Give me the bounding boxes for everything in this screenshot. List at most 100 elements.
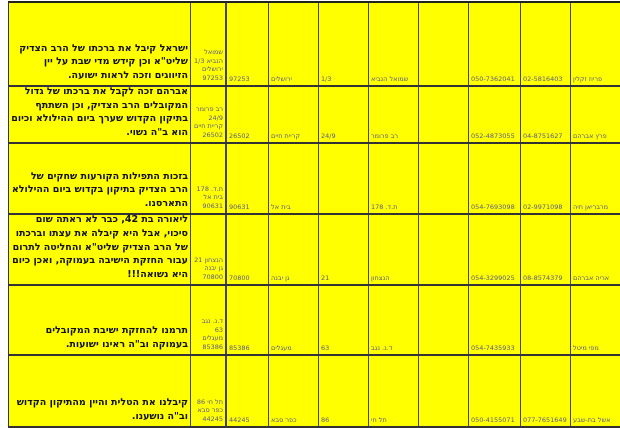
city-cell-text: קריית חיים: [271, 131, 300, 140]
phone-cell-text: 02-9971098: [523, 202, 563, 211]
empty-cell[interactable]: [419, 87, 469, 142]
street-cell-text: הנצחון: [371, 273, 390, 282]
name-cell-text: מפי מיטל: [573, 343, 599, 352]
zip-cell-text: 90631: [229, 202, 250, 211]
spreadsheet-table: ישראל קיבל את ברכתו של הרב הצדיק שליט"א …: [8, 1, 620, 428]
full-address-cell[interactable]: רב פרומר 24/9 קריית חיים 26502: [191, 87, 227, 142]
full-address-cell[interactable]: שמואל הנביא 1/3 ירושלים 97253: [191, 3, 227, 85]
phone-cell[interactable]: 077-7651649: [521, 356, 571, 426]
comment-cell[interactable]: ליאורה בת 42, כבר לא ראתה שום סיכוי, אבל…: [9, 215, 191, 284]
street-cell[interactable]: שמואל הנביא: [369, 3, 419, 85]
house-number-cell[interactable]: 63: [319, 286, 369, 354]
zip-cell[interactable]: 97253: [227, 3, 269, 85]
phone-cell-text: 02-5816403: [523, 74, 563, 83]
house-number-cell[interactable]: [319, 144, 369, 213]
city-cell-text: מעגלים: [271, 343, 292, 352]
full-address-cell-text: רב פרומר 24/9 קריית חיים 26502: [194, 104, 223, 140]
city-cell[interactable]: ירושלים: [269, 3, 319, 85]
phone-cell[interactable]: 02-5816403: [521, 3, 571, 85]
name-cell-text: פריוז זקלין: [573, 74, 603, 83]
mobile-cell[interactable]: 052-4873055: [469, 87, 521, 142]
full-address-cell-text: הנצחון 21 גן יבנה 70800: [194, 255, 223, 282]
street-cell[interactable]: ד.נ. נגב: [369, 286, 419, 354]
city-cell-text: בית אל: [271, 202, 291, 211]
mobile-cell[interactable]: 050-7362041: [469, 3, 521, 85]
empty-cell[interactable]: [419, 356, 469, 426]
phone-cell[interactable]: 04-8751627: [521, 87, 571, 142]
comment-cell-text: קיבלנו את הטלית והיין מהתיקון הקדוש וב"ה…: [16, 397, 188, 423]
city-cell-text: ירושלים: [271, 74, 292, 83]
zip-cell[interactable]: 90631: [227, 144, 269, 213]
house-number-cell[interactable]: 24/9: [319, 87, 369, 142]
mobile-cell[interactable]: 054-7435933: [469, 286, 521, 354]
phone-cell-text: 077-7651649: [523, 415, 567, 424]
comment-cell-text: תרמנו להחזקת ישיבת המקובלים בעמוקה וב"ה …: [45, 325, 188, 351]
full-address-cell[interactable]: ד.נ. נגב 63 מעגלים 85386: [191, 286, 227, 354]
street-cell[interactable]: ת.ד. 178: [369, 144, 419, 213]
name-cell[interactable]: פריוז זקלין: [571, 3, 620, 85]
street-cell[interactable]: רב פרומר: [369, 87, 419, 142]
table-row: אברהם זכה לקבל את ברכתו של גדול המקובלים…: [9, 87, 620, 144]
mobile-cell[interactable]: 050-4155071: [469, 356, 521, 426]
full-address-cell-text: ת.ד. 178 בית אל 90631: [196, 184, 223, 211]
name-cell[interactable]: מרבריאן חיה: [571, 144, 620, 213]
city-cell[interactable]: קריית חיים: [269, 87, 319, 142]
full-address-cell[interactable]: הנצחון 21 גן יבנה 70800: [191, 215, 227, 284]
full-address-cell[interactable]: תל חי 86 כפר סבא 44245: [191, 356, 227, 426]
comment-cell[interactable]: קיבלנו את הטלית והיין מהתיקון הקדוש וב"ה…: [9, 356, 191, 426]
city-cell-text: כפר סבא: [271, 415, 297, 424]
street-cell[interactable]: הנצחון: [369, 215, 419, 284]
mobile-cell-text: 050-4155071: [471, 415, 515, 424]
name-cell[interactable]: מפי מיטל: [571, 286, 620, 354]
street-cell-text: ת.ד. 178: [371, 202, 398, 211]
city-cell[interactable]: גן יבנה: [269, 215, 319, 284]
full-address-cell-text: תל חי 86 כפר סבא 44245: [196, 397, 223, 424]
phone-cell[interactable]: [521, 286, 571, 354]
table-row: תרמנו להחזקת ישיבת המקובלים בעמוקה וב"ה …: [9, 286, 620, 356]
zip-cell[interactable]: 44245: [227, 356, 269, 426]
mobile-cell[interactable]: 054-3299025: [469, 215, 521, 284]
comment-cell[interactable]: אברהם זכה לקבל את ברכתו של גדול המקובלים…: [9, 87, 191, 142]
name-cell-text: אשל בת-שבע: [573, 415, 611, 424]
full-address-cell[interactable]: ת.ד. 178 בית אל 90631: [191, 144, 227, 213]
name-cell[interactable]: אריה אברהם: [571, 215, 620, 284]
comment-cell[interactable]: ישראל קיבל את ברכתו של הרב הצדיק שליט"א …: [9, 3, 191, 85]
house-number-cell[interactable]: 86: [319, 356, 369, 426]
street-cell[interactable]: תל חי: [369, 356, 419, 426]
zip-cell-text: 97253: [229, 74, 250, 83]
phone-cell-text: 04-8751627: [523, 131, 563, 140]
city-cell[interactable]: כפר סבא: [269, 356, 319, 426]
empty-cell[interactable]: [419, 286, 469, 354]
city-cell[interactable]: בית אל: [269, 144, 319, 213]
zip-cell-text: 44245: [229, 415, 250, 424]
table-row: ישראל קיבל את ברכתו של הרב הצדיק שליט"א …: [9, 3, 620, 87]
name-cell-text: אריה אברהם: [573, 273, 610, 282]
table-row: בזכות התפילות הקורעות שחקים של הרב הצדיק…: [9, 144, 620, 215]
city-cell[interactable]: מעגלים: [269, 286, 319, 354]
empty-cell[interactable]: [419, 144, 469, 213]
name-cell[interactable]: אשל בת-שבע: [571, 356, 620, 426]
street-cell-text: תל חי: [371, 415, 387, 424]
comment-cell[interactable]: תרמנו להחזקת ישיבת המקובלים בעמוקה וב"ה …: [9, 286, 191, 354]
comment-cell-text: בזכות התפילות הקורעות שחקים של הרב הצדיק…: [11, 170, 188, 210]
full-address-cell-text: שמואל הנביא 1/3 ירושלים 97253: [194, 47, 223, 83]
street-cell-text: ד.נ. נגב: [371, 343, 393, 352]
house-number-cell[interactable]: 1/3: [319, 3, 369, 85]
zip-cell[interactable]: 70800: [227, 215, 269, 284]
city-cell-text: גן יבנה: [271, 273, 290, 282]
house-number-cell[interactable]: 21: [319, 215, 369, 284]
name-cell[interactable]: פרץ אברהם: [571, 87, 620, 142]
empty-cell[interactable]: [419, 215, 469, 284]
empty-cell[interactable]: [419, 3, 469, 85]
phone-cell[interactable]: 08-8574379: [521, 215, 571, 284]
street-cell-text: רב פרומר: [371, 131, 399, 140]
zip-cell[interactable]: 26502: [227, 87, 269, 142]
mobile-cell-text: 052-4873055: [471, 131, 515, 140]
house-number-cell-text: 63: [321, 343, 330, 352]
mobile-cell[interactable]: 054-7693098: [469, 144, 521, 213]
phone-cell[interactable]: 02-9971098: [521, 144, 571, 213]
comment-cell-text: אברהם זכה לקבל את ברכתו של גדול המקובלים…: [11, 87, 188, 139]
comment-cell[interactable]: בזכות התפילות הקורעות שחקים של הרב הצדיק…: [9, 144, 191, 213]
zip-cell[interactable]: 85386: [227, 286, 269, 354]
table-row: ליאורה בת 42, כבר לא ראתה שום סיכוי, אבל…: [9, 215, 620, 286]
